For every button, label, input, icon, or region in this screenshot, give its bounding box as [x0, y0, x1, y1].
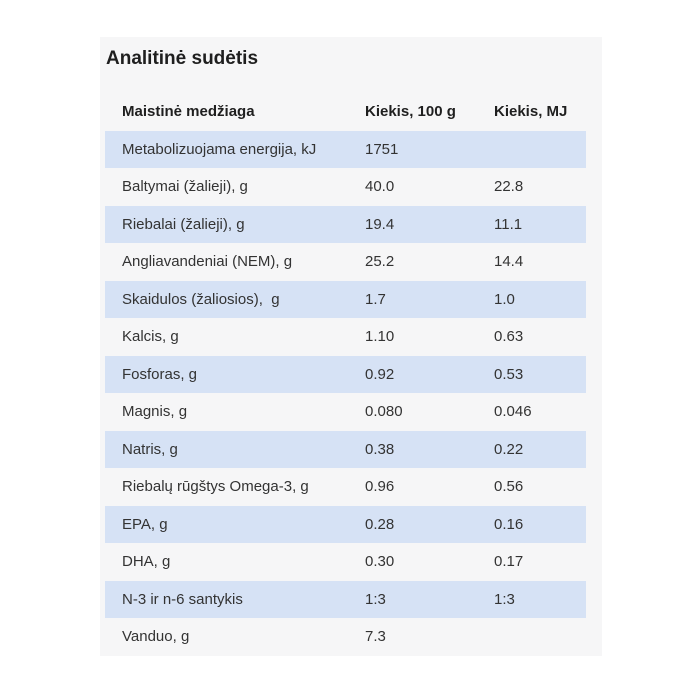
cell-label: Vanduo, g — [122, 628, 190, 646]
cell-value-100g: 0.92 — [365, 365, 395, 383]
column-header-nutrient: Maistinė medžiaga — [122, 103, 255, 121]
cell-value-100g: 1:3 — [365, 590, 386, 608]
cell-value-100g: 0.080 — [365, 403, 403, 421]
page-title: Analitinė sudėtis — [106, 48, 259, 69]
table-row: Angliavandeniai (NEM), g 25.2 14.4 — [105, 243, 586, 281]
cell-label: Fosforas, g — [122, 365, 198, 383]
table-row: EPA, g 0.28 0.16 — [105, 505, 586, 543]
analytical-composition-card: Analitinė sudėtis Maistinė medžiaga Kiek… — [100, 37, 602, 656]
cell-label: Angliavandeniai (NEM), g — [122, 253, 293, 271]
cell-value-mj — [477, 131, 586, 169]
table-row: Riebalų rūgštys Omega-3, g 0.96 0.56 — [105, 468, 586, 506]
cell-label: DHA, g — [122, 553, 171, 571]
cell-label: Baltymai (žalieji), g — [122, 178, 248, 196]
cell-label: EPA, g — [122, 515, 168, 533]
table-row: Kalcis, g 1.10 0.63 — [105, 318, 586, 356]
cell-value-mj: 1.0 — [494, 290, 515, 308]
table-row: N-3 ir n-6 santykis 1:3 1:3 — [105, 580, 586, 618]
cell-value-100g: 0.28 — [365, 515, 395, 533]
cell-value-mj: 1:3 — [494, 590, 515, 608]
table-row: Magnis, g 0.080 0.046 — [105, 393, 586, 431]
cell-label: Skaidulos (žaliosios), g — [122, 290, 280, 308]
cell-value-mj: 0.16 — [494, 515, 524, 533]
cell-value-100g: 0.96 — [365, 478, 395, 496]
cell-label: Kalcis, g — [122, 328, 179, 346]
table-row: Metabolizuojama energija, kJ 1751 — [105, 130, 586, 169]
cell-value-100g: 0.38 — [365, 440, 395, 458]
cell-value-100g: 1751 — [365, 140, 399, 158]
column-header-amount-100g: Kiekis, 100 g — [365, 103, 456, 121]
cell-value-mj: 0.53 — [494, 365, 524, 383]
cell-value-mj — [477, 618, 586, 656]
cell-label: N-3 ir n-6 santykis — [122, 590, 243, 608]
table-row: Fosforas, g 0.92 0.53 — [105, 355, 586, 393]
table-row: Skaidulos (žaliosios), g 1.7 1.0 — [105, 280, 586, 318]
cell-value-100g: 1.10 — [365, 328, 395, 346]
table-row: DHA, g 0.30 0.17 — [105, 543, 586, 581]
cell-value-mj: 0.22 — [494, 440, 524, 458]
cell-label: Riebalai (žalieji), g — [122, 215, 245, 233]
cell-label: Natris, g — [122, 440, 178, 458]
cell-label: Riebalų rūgštys Omega-3, g — [122, 478, 309, 496]
cell-value-100g: 7.3 — [365, 628, 386, 646]
table-header-row: Maistinė medžiaga Kiekis, 100 g Kiekis, … — [105, 93, 586, 131]
cell-value-mj: 22.8 — [494, 178, 524, 196]
cell-value-100g: 1.7 — [365, 290, 386, 308]
cell-label: Magnis, g — [122, 403, 188, 421]
cell-value-100g: 40.0 — [365, 178, 395, 196]
cell-label: Metabolizuojama energija, kJ — [122, 140, 317, 158]
cell-value-mj: 11.1 — [494, 215, 523, 233]
cell-value-mj: 14.4 — [494, 253, 524, 271]
table-row: Vanduo, g 7.3 — [105, 618, 586, 656]
cell-value-mj: 0.046 — [494, 403, 532, 421]
cell-value-100g: 19.4 — [365, 215, 395, 233]
column-header-amount-mj: Kiekis, MJ — [494, 103, 568, 121]
table-body: Metabolizuojama energija, kJ 1751 Baltymai… — [105, 130, 586, 656]
table-row: Baltymai (žalieji), g 40.0 22.8 — [105, 168, 586, 206]
table-row: Natris, g 0.38 0.22 — [105, 430, 586, 468]
cell-value-mj: 0.17 — [494, 553, 524, 571]
cell-value-mj: 0.56 — [494, 478, 524, 496]
cell-value-mj: 0.63 — [494, 328, 524, 346]
nutrition-table: Maistinė medžiaga Kiekis, 100 g Kiekis, … — [105, 93, 586, 656]
cell-value-100g: 25.2 — [365, 253, 395, 271]
table-row: Riebalai (žalieji), g 19.4 11.1 — [105, 205, 586, 243]
cell-value-100g: 0.30 — [365, 553, 395, 571]
